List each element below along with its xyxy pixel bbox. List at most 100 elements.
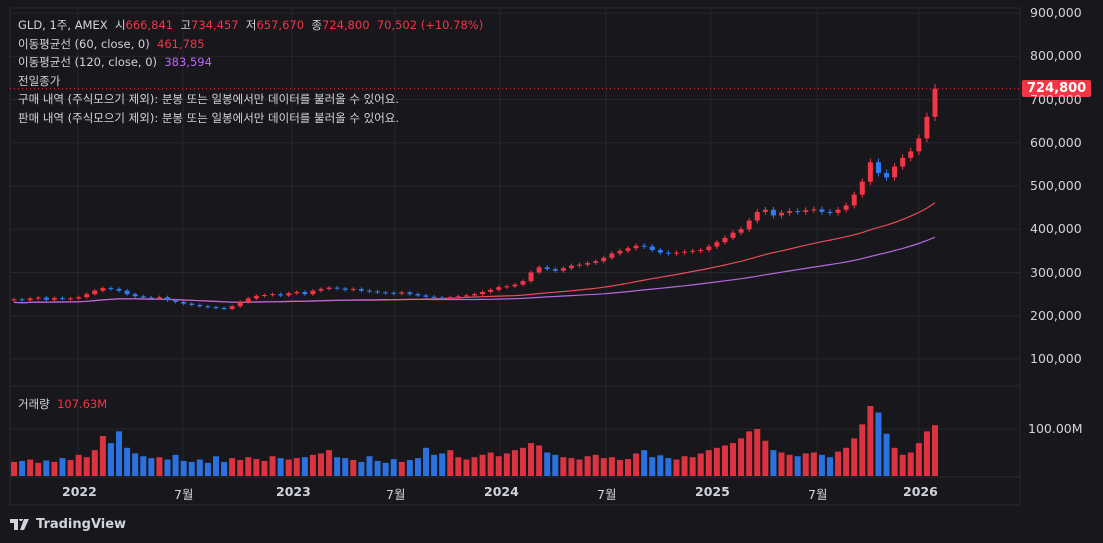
candle-body xyxy=(593,261,599,263)
time-tick-label: 7월 xyxy=(808,487,828,502)
candle-body xyxy=(197,304,203,307)
candle-body xyxy=(819,209,825,212)
volume-bar xyxy=(859,424,866,476)
volume-value: 107.63M xyxy=(57,397,108,411)
candle-body xyxy=(439,297,445,299)
candle-body xyxy=(431,296,437,298)
candle-body xyxy=(528,272,534,282)
volume-bar xyxy=(802,453,809,476)
volume-bar xyxy=(83,457,90,476)
candle-body xyxy=(568,265,574,269)
open-value: 666,841 xyxy=(125,18,174,32)
volume-bar xyxy=(318,453,324,476)
volume-bar xyxy=(923,431,930,476)
volume-bar xyxy=(414,458,421,476)
symbol-label[interactable]: GLD, 1주, AMEX xyxy=(18,18,108,32)
candle-body xyxy=(383,292,389,294)
candle-body xyxy=(908,151,914,158)
volume-bar xyxy=(67,460,74,476)
candle-body xyxy=(43,297,49,300)
ma60-value: 461,785 xyxy=(157,36,205,51)
volume-bar xyxy=(778,452,785,476)
volume-bar xyxy=(237,460,244,476)
volume-bar xyxy=(431,454,438,476)
volume-bar xyxy=(810,452,817,476)
candle-body xyxy=(148,297,154,299)
candle-body xyxy=(520,281,526,285)
candle-body xyxy=(867,162,873,182)
candle-body xyxy=(100,288,106,291)
ma60-row[interactable]: 이동평균선 (60, close, 0) 461,785 xyxy=(18,35,483,54)
sell-history-row[interactable]: 판매 내역 (주식모으기 제외): 분봉 또는 일봉에서만 데이터를 불러올 수… xyxy=(18,110,400,125)
candle-body xyxy=(165,297,170,301)
volume-bar xyxy=(277,458,284,476)
time-tick-label: 7월 xyxy=(174,487,194,502)
candle-body xyxy=(326,287,332,289)
volume-legend[interactable]: 거래량 107.63M xyxy=(18,396,107,412)
volume-bar xyxy=(479,454,486,476)
candle-body xyxy=(415,294,421,296)
volume-bar xyxy=(196,459,203,476)
volume-bar xyxy=(406,460,413,476)
candle-body xyxy=(916,138,922,152)
volume-bar xyxy=(229,458,236,476)
candle-body xyxy=(504,286,510,288)
buy-history-row[interactable]: 구매 내역 (주식모으기 제외): 분봉 또는 일봉에서만 데이터를 불러올 수… xyxy=(18,92,400,106)
volume-bar xyxy=(188,461,195,476)
candle-body xyxy=(633,245,639,249)
candle-body xyxy=(76,297,82,299)
volume-bar xyxy=(124,447,131,476)
volume-bar xyxy=(673,459,680,476)
volume-bar xyxy=(592,454,599,476)
volume-bar xyxy=(350,460,357,476)
volume-bar xyxy=(19,460,26,476)
volume-bar xyxy=(536,445,543,476)
candle-body xyxy=(827,211,833,213)
volume-bar xyxy=(245,457,252,476)
candle-body xyxy=(51,298,57,300)
candle-body xyxy=(730,232,736,238)
volume-bar xyxy=(625,459,631,476)
candle-body xyxy=(423,295,429,297)
candle-body xyxy=(366,290,372,292)
volume-bar xyxy=(107,443,114,476)
ma60-line xyxy=(13,202,936,304)
volume-bar xyxy=(495,456,502,476)
volume-tick-label: 100.00M xyxy=(1028,421,1083,436)
ohlc-row: GLD, 1주, AMEX 시666,841 고734,457 저657,670… xyxy=(18,16,483,35)
candle-body xyxy=(108,288,114,290)
price-tick-label: 400,000 xyxy=(1030,221,1082,237)
candle-body xyxy=(544,267,550,270)
candle-body xyxy=(609,253,615,258)
volume-bar xyxy=(576,459,583,476)
candle-body xyxy=(342,288,348,290)
candle-body xyxy=(253,295,259,299)
volume-bar xyxy=(560,457,567,476)
volume-bar xyxy=(883,433,890,476)
candle-body xyxy=(835,209,841,213)
ma120-row[interactable]: 이동평균선 (120, close, 0) 383,594 xyxy=(18,53,483,72)
volume-bar xyxy=(528,443,535,476)
volume-bar xyxy=(657,455,664,476)
candle-body xyxy=(59,298,65,300)
volume-bar xyxy=(786,454,793,476)
volume-bar xyxy=(285,459,292,476)
tradingview-logo[interactable]: TradingView xyxy=(10,517,126,532)
volume-bar xyxy=(398,461,405,476)
volume-bar xyxy=(293,458,300,476)
candle-body xyxy=(27,298,33,301)
volume-bar xyxy=(148,458,155,476)
prev-close-row[interactable]: 전일종가 xyxy=(18,73,61,88)
volume-bar xyxy=(43,460,50,476)
candle-body xyxy=(875,162,881,174)
candle-body xyxy=(294,291,300,294)
volume-bar xyxy=(212,456,219,476)
volume-bar xyxy=(721,445,728,476)
volume-bar xyxy=(867,405,874,476)
volume-bar xyxy=(899,454,906,476)
candle-body xyxy=(173,300,179,302)
close-label: 종 xyxy=(311,18,322,32)
volume-bar xyxy=(907,452,914,476)
volume-bar xyxy=(204,462,211,476)
